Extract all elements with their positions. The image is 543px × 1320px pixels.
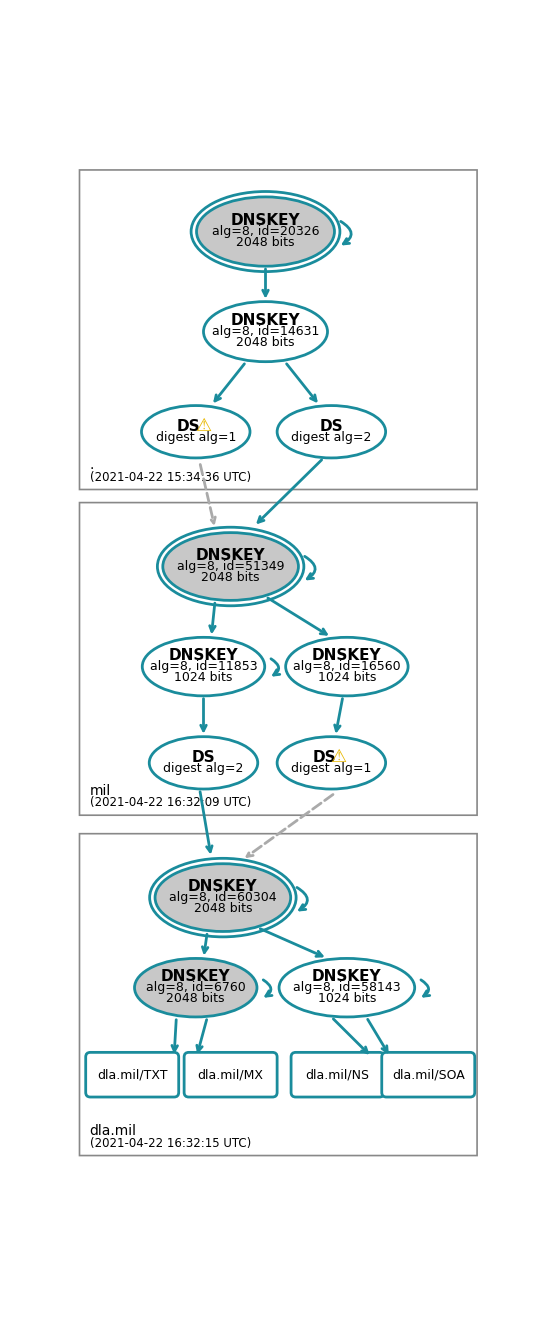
Text: alg=8, id=20326: alg=8, id=20326	[212, 224, 319, 238]
Text: DS: DS	[313, 750, 336, 766]
FancyBboxPatch shape	[79, 503, 477, 816]
Ellipse shape	[204, 302, 327, 362]
Text: ⚠: ⚠	[194, 417, 211, 436]
Text: (2021-04-22 15:34:36 UTC): (2021-04-22 15:34:36 UTC)	[90, 471, 251, 483]
Text: dla.mil/SOA: dla.mil/SOA	[392, 1068, 465, 1081]
Ellipse shape	[149, 737, 258, 789]
Text: 2048 bits: 2048 bits	[167, 991, 225, 1005]
FancyBboxPatch shape	[291, 1052, 384, 1097]
Text: ⚠: ⚠	[330, 748, 346, 767]
Text: dla.mil/NS: dla.mil/NS	[306, 1068, 370, 1081]
Text: dla.mil: dla.mil	[90, 1123, 137, 1138]
Text: alg=8, id=14631: alg=8, id=14631	[212, 325, 319, 338]
Text: 1024 bits: 1024 bits	[318, 991, 376, 1005]
Text: 2048 bits: 2048 bits	[201, 570, 260, 583]
Text: dla.mil/TXT: dla.mil/TXT	[97, 1068, 167, 1081]
Text: 2048 bits: 2048 bits	[236, 236, 295, 249]
Text: DS: DS	[192, 750, 216, 766]
FancyBboxPatch shape	[382, 1052, 475, 1097]
FancyBboxPatch shape	[184, 1052, 277, 1097]
Text: DS: DS	[320, 418, 343, 434]
Text: 1024 bits: 1024 bits	[318, 671, 376, 684]
Text: DNSKEY: DNSKEY	[188, 879, 258, 895]
Text: alg=8, id=51349: alg=8, id=51349	[177, 560, 285, 573]
Text: DNSKEY: DNSKEY	[231, 214, 300, 228]
FancyBboxPatch shape	[79, 170, 477, 490]
Ellipse shape	[163, 532, 299, 601]
Text: DS: DS	[177, 418, 200, 434]
Text: DNSKEY: DNSKEY	[161, 969, 231, 985]
Text: alg=8, id=6760: alg=8, id=6760	[146, 981, 245, 994]
FancyBboxPatch shape	[86, 1052, 179, 1097]
Text: digest alg=1: digest alg=1	[291, 762, 371, 775]
Text: digest alg=2: digest alg=2	[291, 430, 371, 444]
Text: DNSKEY: DNSKEY	[231, 313, 300, 329]
Text: 2048 bits: 2048 bits	[194, 902, 252, 915]
Text: digest alg=1: digest alg=1	[155, 430, 236, 444]
Text: DNSKEY: DNSKEY	[196, 548, 266, 564]
Text: alg=8, id=58143: alg=8, id=58143	[293, 981, 401, 994]
Text: mil: mil	[90, 784, 111, 797]
FancyBboxPatch shape	[79, 834, 477, 1155]
Ellipse shape	[142, 638, 265, 696]
Text: dla.mil/MX: dla.mil/MX	[198, 1068, 263, 1081]
Text: 2048 bits: 2048 bits	[236, 335, 295, 348]
Text: alg=8, id=11853: alg=8, id=11853	[150, 660, 257, 673]
Text: 1024 bits: 1024 bits	[174, 671, 233, 684]
Ellipse shape	[277, 405, 386, 458]
Ellipse shape	[286, 638, 408, 696]
Ellipse shape	[277, 737, 386, 789]
Text: alg=8, id=16560: alg=8, id=16560	[293, 660, 401, 673]
Text: (2021-04-22 16:32:15 UTC): (2021-04-22 16:32:15 UTC)	[90, 1137, 251, 1150]
Text: .: .	[90, 458, 94, 471]
Text: DNSKEY: DNSKEY	[169, 648, 238, 664]
Ellipse shape	[135, 958, 257, 1016]
Text: DNSKEY: DNSKEY	[312, 648, 382, 664]
Text: DNSKEY: DNSKEY	[312, 969, 382, 985]
Text: alg=8, id=60304: alg=8, id=60304	[169, 891, 277, 904]
Ellipse shape	[155, 863, 291, 932]
Ellipse shape	[142, 405, 250, 458]
Ellipse shape	[197, 197, 334, 267]
Text: (2021-04-22 16:32:09 UTC): (2021-04-22 16:32:09 UTC)	[90, 796, 251, 809]
Ellipse shape	[279, 958, 415, 1016]
Text: digest alg=2: digest alg=2	[163, 762, 244, 775]
